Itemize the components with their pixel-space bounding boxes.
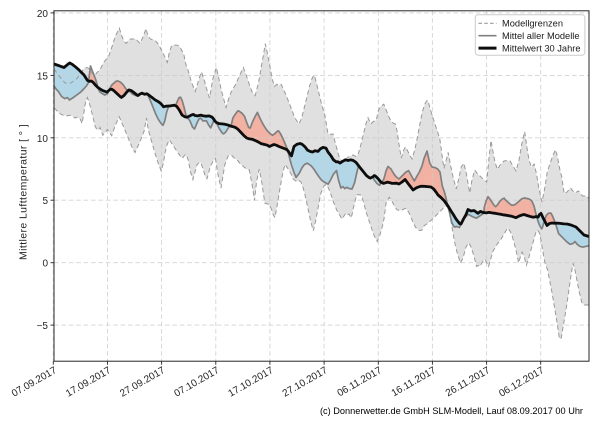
svg-text:20: 20 (37, 9, 49, 20)
svg-text:15: 15 (37, 71, 49, 82)
svg-text:5: 5 (42, 196, 48, 207)
svg-text:Mittel aller Modelle: Mittel aller Modelle (502, 31, 580, 41)
svg-text:10: 10 (37, 134, 49, 145)
svg-text:−5: −5 (37, 321, 49, 332)
svg-text:Modellgrenzen: Modellgrenzen (502, 19, 563, 29)
svg-text:Mittlere Lufttemperatur [ ° ]: Mittlere Lufttemperatur [ ° ] (18, 124, 30, 260)
svg-text:Mittelwert 30 Jahre: Mittelwert 30 Jahre (502, 43, 581, 53)
svg-text:(c) Donnerwetter.de GmbH SLM-M: (c) Donnerwetter.de GmbH SLM-Modell, Lau… (320, 406, 583, 416)
svg-text:0: 0 (42, 259, 48, 270)
